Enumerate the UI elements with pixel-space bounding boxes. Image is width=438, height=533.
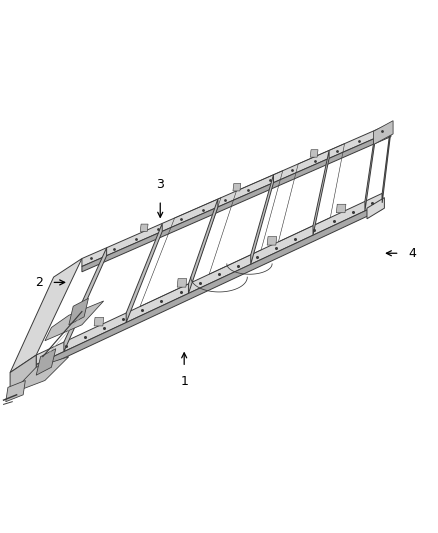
Polygon shape [382, 123, 391, 203]
Polygon shape [267, 237, 277, 245]
Polygon shape [365, 130, 375, 211]
Polygon shape [233, 183, 241, 191]
Polygon shape [251, 175, 273, 264]
Text: 1: 1 [180, 375, 188, 388]
Polygon shape [10, 357, 69, 394]
Polygon shape [82, 123, 391, 266]
Polygon shape [313, 150, 329, 235]
Polygon shape [45, 301, 104, 341]
Polygon shape [36, 203, 382, 371]
Polygon shape [126, 223, 162, 322]
Polygon shape [69, 298, 88, 325]
Polygon shape [10, 355, 36, 391]
Polygon shape [188, 199, 218, 294]
Text: 2: 2 [35, 276, 43, 289]
Polygon shape [36, 349, 56, 375]
Polygon shape [336, 204, 346, 213]
Polygon shape [177, 279, 187, 287]
Polygon shape [310, 150, 318, 157]
Polygon shape [64, 248, 106, 352]
Polygon shape [6, 381, 25, 402]
Text: 4: 4 [408, 247, 416, 260]
Polygon shape [374, 120, 393, 144]
Polygon shape [94, 318, 104, 326]
Polygon shape [82, 131, 391, 272]
Polygon shape [140, 224, 148, 231]
Polygon shape [36, 193, 382, 365]
Polygon shape [10, 259, 82, 373]
Polygon shape [367, 198, 385, 219]
Text: 3: 3 [156, 178, 164, 191]
